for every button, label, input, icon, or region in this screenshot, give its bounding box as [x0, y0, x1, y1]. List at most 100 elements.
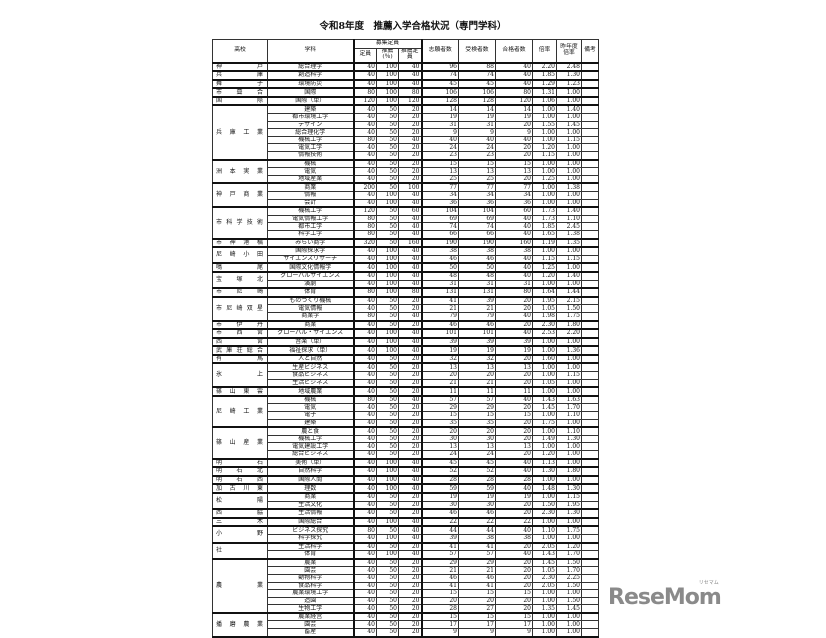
notes-cell	[581, 442, 599, 451]
rec-pct-cell: 50	[376, 151, 399, 161]
prev-ratio-cell: 2.48	[556, 62, 582, 72]
capacity-cell: 80	[352, 222, 377, 231]
rec-capacity-cell: 40	[398, 222, 423, 231]
examinees-cell: 30	[458, 500, 496, 510]
dept-cell: 環境防災	[267, 79, 354, 89]
examinees-cell: 74	[458, 222, 496, 231]
examinees-cell: 31	[458, 279, 496, 289]
notes-cell	[581, 492, 599, 502]
table-row: 動物科学 40 50 20 46 46 20 2.30 2.25	[213, 573, 599, 583]
school-group: 農業 農業 40 50 20 29 29 20 1.45 1.50 園芸 40 50 20 21 21 20 1.…	[212, 558, 599, 614]
prev-ratio-cell: 1.45	[556, 120, 582, 130]
applicants-cell: 57	[421, 395, 459, 405]
table-row: 尼崎小田 国際探求学 40 100 40 38 38 38 1.00 1.00	[212, 246, 599, 264]
capacity-cell: 40	[352, 628, 377, 638]
rec-capacity-cell: 40	[398, 79, 423, 89]
rec-capacity-cell: 40	[398, 229, 423, 240]
school-group: 神戸 総合理学 40 100 40 96 88 40 2.20 2.48	[212, 62, 599, 72]
table-row: 舞子 環境防災 40 100 40 45 45 40 1.29 1.23	[212, 79, 599, 89]
passed-cell: 40	[495, 525, 533, 535]
passed-cell: 19	[495, 492, 533, 502]
dept-cell: 機械工学	[267, 206, 354, 216]
school-group: 市科学技術 機械工学 120 50 60 104 104 60 1.73 1.40 電気情報工学 80…	[212, 206, 599, 240]
rec-pct-cell: 50	[376, 442, 399, 451]
ratio-cell: 1.30	[532, 466, 557, 477]
dept-cell: 総合ビジネス	[267, 449, 354, 460]
rec-pct-cell: 50	[376, 206, 399, 216]
prev-ratio-cell: 1.15	[556, 135, 582, 145]
rec-capacity-cell: 20	[398, 566, 423, 575]
capacity-cell: 40	[352, 434, 377, 444]
capacity-cell: 40	[352, 296, 377, 306]
capacity-cell: 40	[352, 475, 377, 485]
ratio-cell: 1.00	[532, 492, 557, 502]
rec-pct-cell: 50	[376, 128, 399, 137]
ratio-cell: 1.00	[532, 371, 557, 380]
rec-pct-cell: 100	[376, 191, 399, 200]
capacity-cell: 40	[352, 254, 377, 264]
school-group: 市尼崎 体育 80 100 80 131 131 80 1.64 1.44	[212, 287, 599, 298]
applicants-cell: 28	[421, 604, 459, 614]
school-group: 松陽 商業 40 50 20 19 19 19 1.00 1.15 生活文化 40 50 20 30 30 20…	[212, 492, 599, 510]
applicants-cell: 59	[421, 483, 459, 494]
notes-cell	[581, 262, 599, 273]
examinees-cell: 79	[458, 311, 496, 322]
rec-pct-cell: 50	[376, 120, 399, 130]
dept-cell: 機械工学	[267, 135, 354, 145]
rec-pct-cell: 100	[376, 79, 399, 89]
examinees-cell: 9	[458, 128, 496, 137]
ratio-cell: 1.05	[532, 566, 557, 575]
dept-cell: 機械	[267, 159, 354, 169]
rec-capacity-cell: 40	[398, 483, 423, 494]
passed-cell: 80	[495, 87, 533, 98]
applicants-cell: 104	[421, 206, 459, 216]
ratio-cell: 1.25	[532, 262, 557, 273]
school-name-cell: 氷上	[212, 362, 268, 388]
capacity-cell: 40	[352, 517, 377, 527]
prev-ratio-cell: 1.00	[556, 246, 582, 256]
applicants-cell: 30	[421, 500, 459, 510]
school-group: 国際 国際（単） 120 100 120 128 128 120 1.06 1.00	[212, 96, 599, 106]
rec-capacity-cell: 20	[398, 386, 423, 397]
examinees-cell: 32	[458, 354, 496, 364]
examinees-cell: 14	[458, 104, 496, 115]
table-row: 兵庫 創造科学 40 100 40 74 74 40 1.85 1.30	[212, 70, 599, 81]
rec-capacity-cell: 20	[398, 296, 423, 306]
passed-cell: 9	[495, 628, 533, 638]
school-name-cell: 尼崎工業	[212, 395, 268, 428]
ratio-cell: 1.00	[532, 533, 557, 544]
capacity-cell: 40	[352, 550, 377, 560]
school-group: 武庫荘総合 福祉探求（単） 40 100 40 19 19 19 1.00 1.36	[212, 345, 599, 356]
prev-ratio-cell: 1.70	[556, 550, 582, 560]
applicants-cell: 39	[421, 337, 459, 347]
notes-cell	[581, 508, 599, 519]
table-row: 電気 40 50 20 13 13 13 1.00 1.00	[213, 167, 599, 176]
passed-cell: 40	[495, 271, 533, 281]
capacity-cell: 40	[352, 246, 377, 256]
notes-cell	[581, 573, 599, 583]
ratio-cell: 1.25	[532, 174, 557, 184]
rec-capacity-cell: 20	[398, 371, 423, 380]
prev-ratio-cell: 1.38	[556, 229, 582, 240]
examinees-cell: 19	[458, 113, 496, 122]
prev-ratio-cell: 2.25	[556, 573, 582, 583]
rec-capacity-cell: 20	[398, 159, 423, 169]
table-row: 情報 40 100 40 34 34 34 1.00 1.00	[213, 191, 599, 200]
examinees-cell: 106	[458, 87, 496, 98]
ratio-cell: 1.00	[532, 279, 557, 289]
header-dept: 学科	[267, 39, 354, 63]
school-group: 市西宮 グローバル・サイエンス 40 100 40 101 101 40 2.53 2.20	[212, 328, 599, 339]
rec-pct-cell: 50	[376, 159, 399, 169]
school-name-cell: 市科学技術	[212, 206, 268, 240]
rec-pct-cell: 50	[376, 566, 399, 575]
rec-capacity-cell: 40	[398, 525, 423, 535]
school-name-cell: 明石西	[212, 475, 268, 485]
prev-ratio-cell: 1.40	[556, 104, 582, 115]
passed-cell: 40	[495, 262, 533, 273]
table-header: 高校 学科 募集定員 志願者数 受検者数 合格者数 倍率 昨年度倍率 備考 定員…	[212, 39, 599, 63]
school-name-cell: 市尼崎	[212, 287, 268, 298]
passed-cell: 20	[495, 573, 533, 583]
notes-cell	[581, 320, 599, 330]
examinees-cell: 104	[458, 206, 496, 216]
rec-capacity-cell: 40	[398, 533, 423, 544]
